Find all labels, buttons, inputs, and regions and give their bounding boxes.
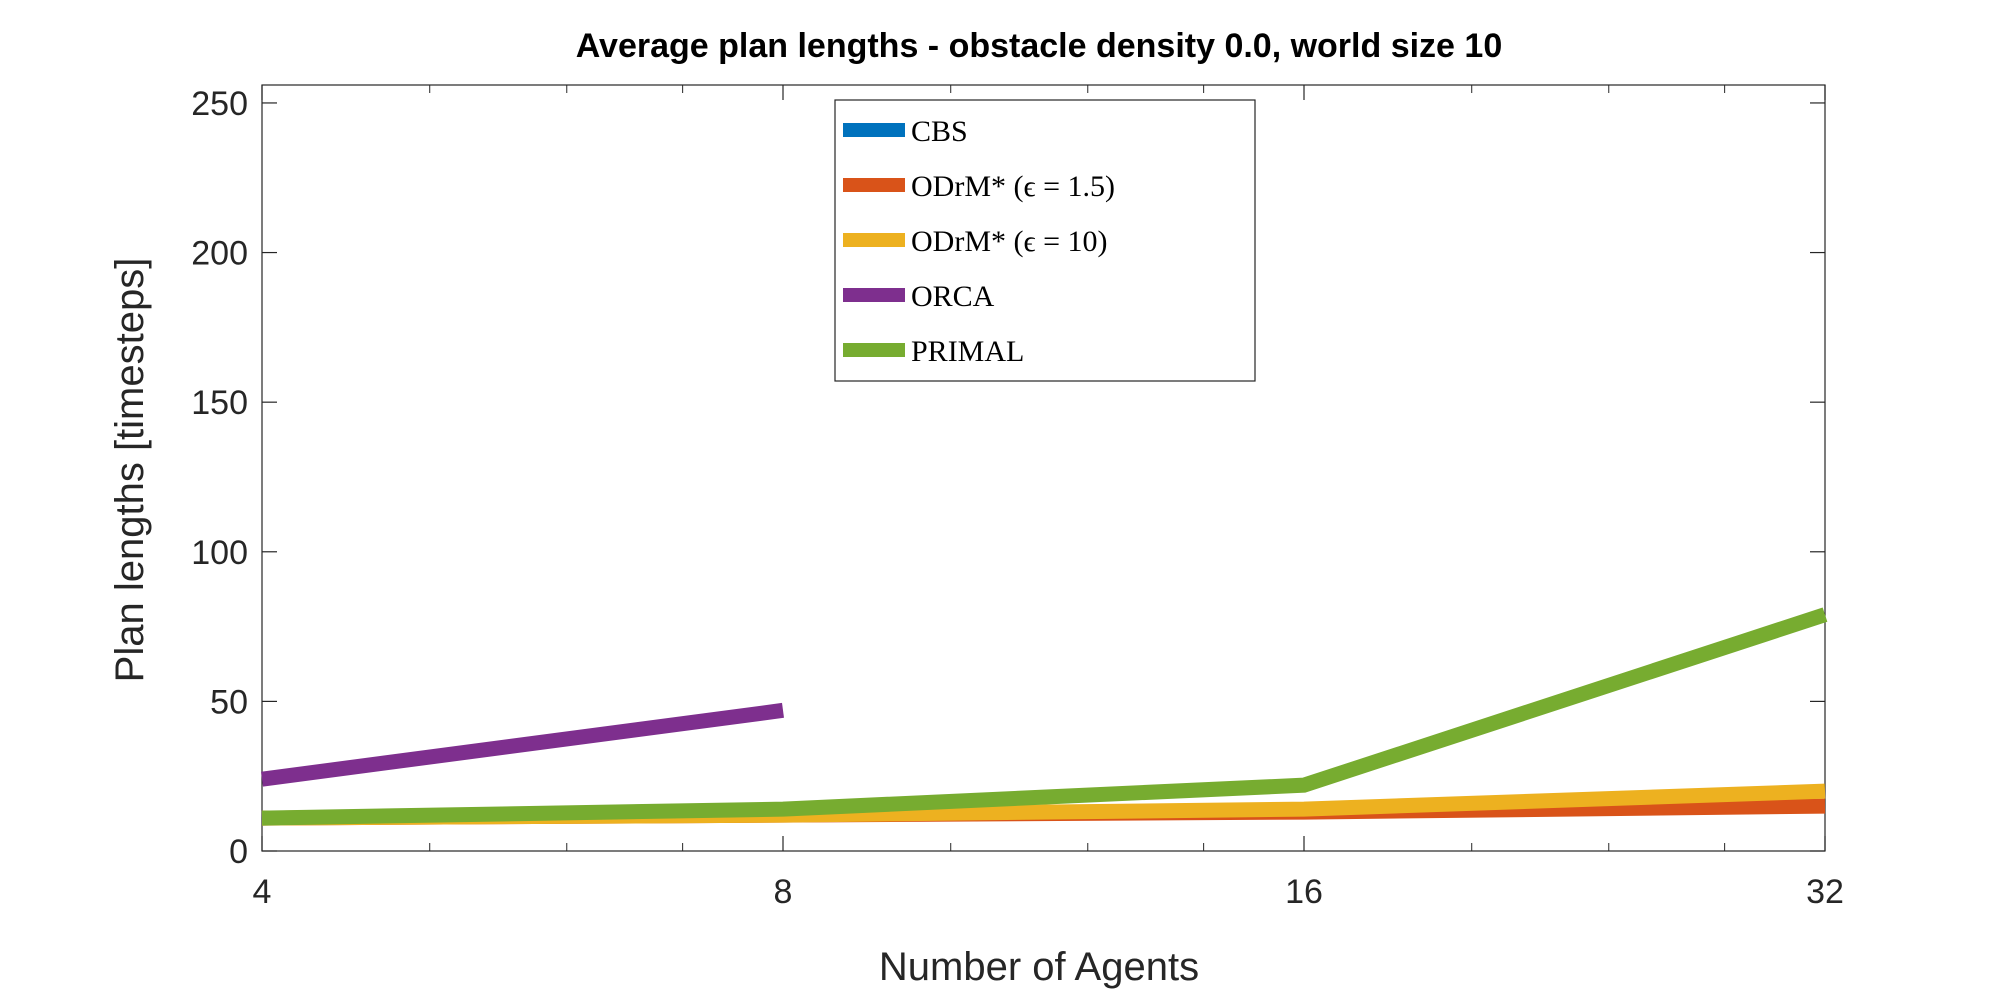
y-axis-label: Plan lengths [timesteps] — [108, 258, 152, 683]
x-tick-label: 16 — [1285, 873, 1323, 911]
x-tick-label: 4 — [253, 873, 272, 911]
y-axis-ticks: 0 50 100 150 200 250 — [191, 85, 1825, 871]
y-tick-label: 0 — [229, 833, 248, 871]
series-lines — [261, 607, 1828, 826]
minor-ticks — [429, 85, 1726, 851]
x-axis-ticks: 4 8 16 32 — [253, 85, 1844, 911]
legend-label: ODrM* (ϵ = 10) — [911, 225, 1108, 258]
chart-title: Average plan lengths - obstacle density … — [576, 27, 1502, 65]
legend: CBS ODrM* (ϵ = 1.5) ODrM* (ϵ = 10) ORCA PRIM… — [834, 99, 1256, 382]
y-tick-label: 250 — [191, 85, 248, 123]
y-tick-label: 100 — [191, 534, 248, 572]
series-line-primal — [261, 607, 1828, 826]
legend-label: PRIMAL — [911, 335, 1024, 368]
y-tick-label: 50 — [210, 683, 248, 721]
legend-label: CBS — [911, 115, 968, 148]
x-tick-label: 32 — [1806, 873, 1844, 911]
x-axis-label: Number of Agents — [879, 945, 1199, 989]
x-tick-label: 8 — [774, 873, 793, 911]
legend-label: ORCA — [911, 280, 995, 313]
y-tick-label: 150 — [191, 384, 248, 422]
legend-label: ODrM* (ϵ = 1.5) — [911, 170, 1115, 203]
y-tick-label: 200 — [191, 235, 248, 273]
series-line-orca — [261, 702, 784, 787]
